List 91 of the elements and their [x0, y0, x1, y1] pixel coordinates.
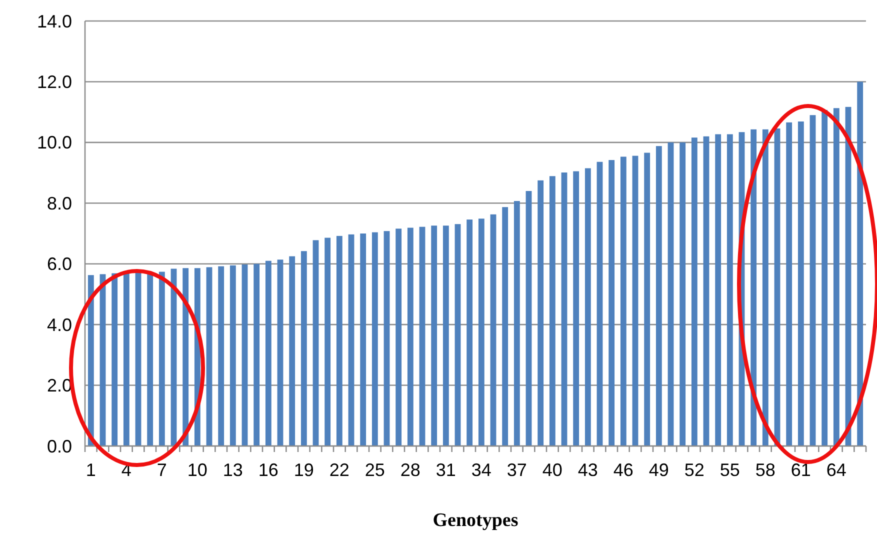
bar: [490, 214, 496, 446]
bar: [632, 156, 638, 446]
bar: [656, 146, 662, 446]
bar: [726, 134, 733, 446]
x-tick-label: 37: [506, 460, 527, 480]
y-tick-label: 10.0: [36, 132, 72, 153]
bar: [348, 234, 354, 446]
bar: [88, 275, 94, 446]
y-tick-label: 8.0: [46, 193, 72, 214]
bar: [691, 138, 698, 446]
bar: [396, 228, 402, 446]
bar: [206, 267, 212, 446]
y-tick-label: 6.0: [46, 254, 72, 274]
x-tick-label: 16: [258, 460, 278, 480]
bar: [265, 260, 272, 446]
x-tick-label: 46: [613, 460, 634, 480]
x-tick-label: 25: [364, 460, 385, 480]
bar: [502, 207, 508, 446]
bar: [680, 142, 686, 446]
bar: [538, 180, 544, 446]
bar: [786, 122, 792, 446]
bar: [230, 265, 236, 446]
bar: [431, 226, 438, 446]
bar: [336, 236, 342, 446]
bar: [407, 228, 414, 446]
x-tick-label: 34: [471, 460, 492, 480]
x-tick-label: 55: [720, 460, 740, 480]
bar: [112, 273, 118, 446]
x-tick-label: 19: [294, 460, 314, 480]
bar: [454, 224, 461, 446]
bar: [242, 264, 248, 446]
bar: [798, 121, 804, 446]
bar: [857, 82, 864, 446]
bar: [182, 268, 189, 446]
bar: [478, 218, 484, 446]
bar: [135, 272, 142, 446]
bar: [715, 134, 722, 446]
y-tick-label: 0.0: [46, 436, 72, 456]
x-tick-label: 58: [755, 460, 776, 480]
bar: [442, 226, 449, 446]
bar: [277, 260, 284, 446]
x-tick-label: 1: [86, 460, 96, 480]
bar: [312, 240, 319, 446]
x-tick-label: 64: [826, 460, 846, 480]
bar: [833, 108, 840, 446]
bar: [300, 251, 307, 446]
bar: [289, 256, 296, 446]
bar: [750, 129, 757, 446]
bar: [774, 128, 780, 446]
bar: [218, 266, 224, 446]
x-tick-label: 7: [156, 460, 167, 480]
x-tick-label: 13: [222, 460, 243, 480]
x-tick-label: 43: [578, 460, 598, 480]
x-tick-label: 61: [790, 460, 811, 480]
bar: [703, 136, 710, 446]
bar: [549, 176, 556, 446]
bar: [384, 231, 390, 446]
bar: [668, 142, 674, 446]
y-tick-label: 4.0: [46, 314, 72, 335]
x-tick-label: 31: [436, 460, 456, 480]
bar: [324, 238, 331, 446]
x-axis-title: Genotypes: [432, 510, 518, 531]
bar: [466, 220, 473, 446]
bar: [360, 234, 366, 446]
bar: [620, 156, 626, 446]
bar: [596, 162, 603, 446]
bar: [561, 172, 568, 446]
bar: [762, 129, 768, 446]
bar: [419, 226, 426, 446]
bar: [608, 160, 615, 446]
bar: [573, 171, 580, 446]
bar: [644, 152, 650, 446]
y-tick-label: 14.0: [36, 11, 72, 32]
x-tick-label: 22: [329, 460, 350, 480]
x-tick-label: 52: [684, 460, 704, 480]
bar: [147, 272, 154, 446]
bar: [100, 274, 106, 446]
bar: [584, 168, 591, 446]
x-tick-label: 28: [400, 460, 420, 480]
y-tick-label: 12.0: [36, 72, 72, 92]
bar: [372, 232, 378, 446]
x-tick-label: 49: [648, 460, 669, 480]
x-tick-label: 10: [187, 460, 208, 480]
bar: [254, 264, 260, 446]
bar: [158, 272, 165, 446]
x-tick-label: 40: [542, 460, 562, 480]
bar: [123, 272, 130, 446]
bar: [514, 201, 520, 446]
bar: [822, 110, 828, 446]
bar: [526, 191, 532, 446]
bar: [810, 115, 816, 446]
